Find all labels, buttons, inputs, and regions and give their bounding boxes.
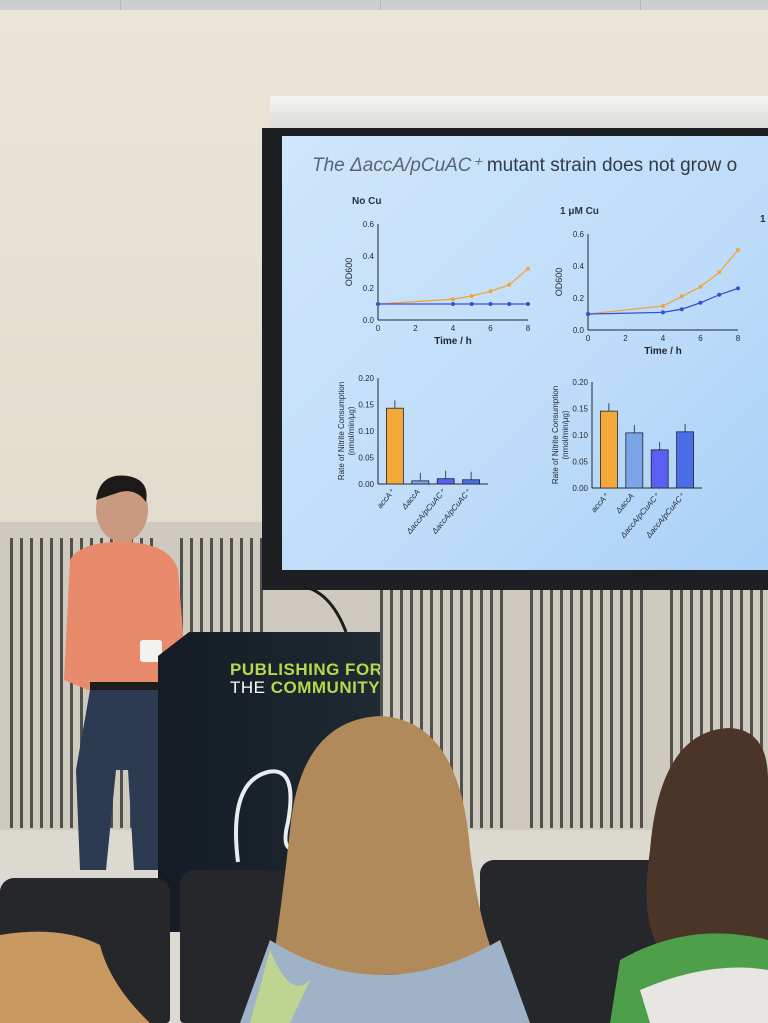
data-point	[679, 307, 684, 312]
presenter-badge	[140, 640, 162, 662]
y-tick-label: 0.05	[572, 458, 588, 467]
audience-member-blonde	[240, 716, 530, 1023]
data-point	[526, 302, 530, 306]
audience-member-right	[610, 728, 768, 1023]
data-point	[717, 270, 722, 275]
podium-sign-line2-b: COMMUNITY	[270, 678, 381, 697]
slide-title-rest: mutant strain does not grow o	[481, 155, 738, 176]
series-line	[587, 249, 739, 315]
data-point	[488, 302, 493, 306]
bar	[650, 449, 669, 489]
y-tick-label: 0.2	[573, 294, 585, 303]
presenter-jeans	[76, 690, 168, 870]
data-point	[469, 294, 474, 298]
projector-screen-housing	[270, 96, 768, 134]
x-tick-label: 0	[586, 334, 591, 343]
bar	[676, 431, 694, 489]
y-tick-label: 0.20	[572, 378, 588, 387]
data-point	[661, 304, 665, 308]
bar	[462, 479, 480, 485]
microphone	[300, 584, 348, 633]
slide-title: The ΔaccA/pCuAC⁺ mutant strain does not …	[312, 154, 737, 177]
presenter-belt	[90, 682, 166, 690]
data-point	[451, 297, 455, 302]
x-tick-label: 8	[526, 324, 531, 333]
data-point	[469, 302, 474, 306]
data-point	[661, 310, 665, 315]
x-tick-label: 8	[736, 334, 741, 343]
y-axis-label: OD600	[554, 268, 564, 297]
y-tick-label: 0.20	[358, 374, 374, 383]
data-point	[736, 248, 740, 252]
y-tick-label: 0.0	[363, 316, 375, 325]
audience-member-left	[0, 931, 150, 1023]
y-tick-label: 0.05	[358, 454, 374, 463]
x-tick-label: 6	[698, 334, 703, 343]
x-axis-label: Time / h	[644, 346, 682, 357]
data-point	[526, 266, 530, 271]
data-point	[376, 302, 380, 306]
y-tick-label: 0.6	[363, 220, 375, 229]
y-tick-label: 0.00	[572, 484, 588, 493]
data-point	[679, 294, 684, 299]
category-label: accA⁺	[589, 491, 611, 514]
category-label: accA⁺	[375, 487, 397, 510]
data-point	[698, 284, 703, 289]
y-tick-label: 0.4	[573, 262, 585, 271]
y-tick-label: 0.15	[358, 401, 374, 410]
y-tick-label: 0.6	[573, 230, 585, 239]
data-point	[507, 282, 512, 287]
x-tick-label: 2	[413, 324, 418, 333]
bar	[436, 478, 455, 485]
y-axis-label-units: (nmol/min/μg)	[347, 406, 356, 455]
series-line	[377, 268, 529, 305]
x-tick-label: 4	[661, 334, 666, 343]
y-tick-label: 0.2	[363, 284, 375, 293]
y-tick-label: 0.15	[572, 405, 588, 414]
data-point	[586, 312, 590, 316]
data-point	[451, 302, 455, 306]
y-axis-label-units: (nmol/min/μg)	[561, 410, 570, 459]
line-chart-no-cu: 0.6 0.4 0.2 0.00 2 4 6 8 Time / h OD600	[344, 220, 531, 347]
data-point	[488, 289, 493, 294]
data-point	[698, 300, 703, 305]
y-axis-label: OD600	[344, 258, 354, 287]
panel-label-third: 1	[760, 214, 766, 225]
presenter	[64, 475, 186, 870]
data-point	[736, 286, 740, 291]
data-point	[507, 302, 512, 306]
slide-title-strain: The ΔaccA/pCuAC⁺	[312, 155, 482, 176]
line-chart-1um-cu: 0.6 0.4 0.2 0.00 2 4 6 8 Time / h OD600	[554, 230, 741, 357]
bar	[625, 432, 644, 489]
podium-sign-line2-a: THE	[230, 678, 271, 697]
podium-sign-line2: THE COMMUNITY	[230, 678, 380, 698]
bar	[599, 410, 618, 489]
x-tick-label: 0	[376, 324, 381, 333]
bar	[411, 480, 430, 485]
x-tick-label: 2	[623, 334, 628, 343]
x-axis-label: Time / h	[434, 336, 472, 347]
y-tick-label: 0.0	[573, 326, 585, 335]
panel-label-1um-cu: 1 μM Cu	[560, 206, 599, 217]
x-tick-label: 4	[451, 324, 456, 333]
y-tick-label: 0.00	[358, 480, 374, 489]
y-axis-label: Rate of Nitrite Consumption	[337, 382, 346, 480]
series-line	[587, 287, 739, 315]
y-tick-label: 0.10	[358, 427, 374, 436]
bar	[385, 407, 404, 485]
y-tick-label: 0.4	[363, 252, 375, 261]
projected-slide: The ΔaccA/pCuAC⁺ mutant strain does not …	[282, 136, 768, 570]
presenter-hair	[96, 475, 147, 502]
category-label: ΔaccA	[613, 492, 635, 516]
panel-label-no-cu: No Cu	[352, 196, 382, 207]
category-label: ΔaccA	[399, 488, 421, 512]
y-axis-label: Rate of Nitrite Consumption	[551, 386, 560, 484]
x-tick-label: 6	[488, 324, 493, 333]
podium-sign-line1: PUBLISHING FOR	[230, 660, 383, 679]
y-tick-label: 0.10	[572, 431, 588, 440]
data-point	[717, 292, 722, 297]
